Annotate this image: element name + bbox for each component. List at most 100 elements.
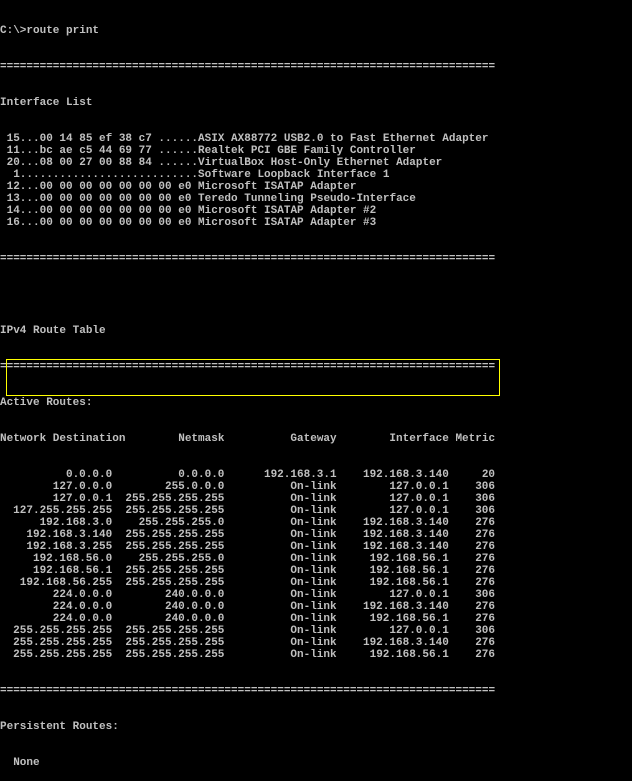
route-metric: 276 (475, 541, 496, 553)
interface-entry: 13...00 00 00 00 00 00 00 e0 Teredo Tunn… (0, 193, 416, 205)
active-routes-label: Active Routes: (0, 397, 93, 409)
route-interface: 192.168.3.140 (362, 601, 449, 613)
route-interface: 192.168.56.1 (369, 577, 449, 589)
route-netmask: 255.0.0.0 (164, 481, 225, 493)
route-metric: 276 (475, 637, 496, 649)
interface-entry: 14...00 00 00 00 00 00 00 e0 Microsoft I… (0, 205, 377, 217)
interface-entry: 15...00 14 85 ef 38 c7 ......ASIX AX8877… (0, 133, 489, 145)
route-gateway: On-link (290, 481, 337, 493)
route-gateway: On-link (290, 577, 337, 589)
route-interface: 192.168.3.140 (362, 541, 449, 553)
route-destination: 127.255.255.255 (13, 505, 113, 517)
route-metric: 276 (475, 553, 496, 565)
route-gateway: On-link (290, 589, 337, 601)
route-metric: 276 (475, 529, 496, 541)
route-netmask: 255.255.255.255 (125, 637, 225, 649)
route-metric: 20 (481, 469, 496, 481)
interface-entry: 12...00 00 00 00 00 00 00 e0 Microsoft I… (0, 181, 357, 193)
route-row: 224.0.0.0 240.0.0.0 On-link 192.168.3.140 27… (0, 601, 495, 613)
route-destination: 127.0.0.1 (52, 493, 113, 505)
route-row: 192.168.56.1 255.255.255.255 On-link 192.16… (0, 565, 495, 577)
route-row: 224.0.0.0 240.0.0.0 On-link 127.0.0.1 306 (0, 589, 495, 601)
route-netmask: 240.0.0.0 (164, 589, 225, 601)
route-netmask: 255.255.255.255 (125, 625, 225, 637)
interface-list-title: Interface List (0, 97, 93, 109)
route-destination: 0.0.0.0 (65, 469, 113, 481)
route-interface: 192.168.3.140 (362, 637, 449, 649)
route-row: 255.255.255.255 255.255.255.255 On-link 192… (0, 649, 495, 661)
route-gateway: On-link (290, 493, 337, 505)
header-netmask: Netmask (178, 433, 225, 445)
route-destination: 192.168.3.140 (26, 529, 113, 541)
route-destination: 255.255.255.255 (13, 637, 113, 649)
divider: ========================================… (0, 253, 496, 265)
route-row: 127.0.0.0 255.0.0.0 On-link 127.0.0.1 306 (0, 481, 495, 493)
highlight-box (6, 359, 500, 396)
route-gateway: On-link (290, 505, 337, 517)
route-gateway: On-link (290, 553, 337, 565)
route-row: 192.168.56.255 255.255.255.255 On-link 192.… (0, 577, 495, 589)
interface-entry: 16...00 00 00 00 00 00 00 e0 Microsoft I… (0, 217, 377, 229)
route-rows: 0.0.0.0 0.0.0.0 192.168.3.1 192.168.3.140 20… (0, 469, 495, 661)
route-netmask: 0.0.0.0 (178, 469, 225, 481)
route-netmask: 255.255.255.255 (125, 505, 225, 517)
divider: ========================================… (0, 361, 496, 373)
route-interface: 127.0.0.1 (389, 481, 449, 493)
route-metric: 306 (475, 589, 496, 601)
route-gateway: On-link (290, 529, 337, 541)
route-interface: 127.0.0.1 (389, 493, 449, 505)
route-destination: 192.168.3.0 (39, 517, 113, 529)
divider: ========================================… (0, 61, 496, 73)
route-netmask: 255.255.255.0 (138, 517, 225, 529)
route-table-header: Network Destination Netmask Gateway Interfa… (0, 433, 495, 445)
route-netmask: 255.255.255.255 (125, 565, 225, 577)
route-gateway: On-link (290, 517, 337, 529)
route-interface: 192.168.3.140 (362, 517, 449, 529)
route-row: 192.168.56.0 255.255.255.0 On-link 192.168.… (0, 553, 495, 565)
route-netmask: 255.255.255.255 (125, 529, 225, 541)
persistent-routes-value: None (0, 757, 40, 769)
route-gateway: On-link (290, 625, 337, 637)
persistent-routes-label: Persistent Routes: (0, 721, 119, 733)
blank-line (0, 289, 495, 301)
route-netmask: 255.255.255.255 (125, 577, 225, 589)
route-metric: 276 (475, 649, 496, 661)
route-gateway: On-link (290, 541, 337, 553)
route-destination: 127.0.0.0 (52, 481, 113, 493)
route-netmask: 255.255.255.0 (138, 553, 225, 565)
route-netmask: 240.0.0.0 (164, 613, 225, 625)
route-destination: 192.168.56.0 (32, 553, 113, 565)
interface-entry: 20...08 00 27 00 88 84 ......VirtualBox … (0, 157, 443, 169)
route-gateway: On-link (290, 565, 337, 577)
interface-list: 15...00 14 85 ef 38 c7 ......ASIX AX8877… (0, 133, 495, 229)
route-metric: 276 (475, 601, 496, 613)
route-metric: 276 (475, 577, 496, 589)
route-metric: 306 (475, 505, 496, 517)
route-row: 192.168.3.255 255.255.255.255 On-link 192.1… (0, 541, 495, 553)
route-row: 127.255.255.255 255.255.255.255 On-link 127… (0, 505, 495, 517)
route-metric: 276 (475, 613, 496, 625)
route-metric: 276 (475, 517, 496, 529)
route-metric: 276 (475, 565, 496, 577)
route-interface: 192.168.56.1 (369, 649, 449, 661)
route-netmask: 240.0.0.0 (164, 601, 225, 613)
route-row: 255.255.255.255 255.255.255.255 On-link 127… (0, 625, 495, 637)
interface-entry: 11...bc ae c5 44 69 77 ......Realtek PCI… (0, 145, 416, 157)
header-destination: Network Destination (0, 433, 126, 445)
route-interface: 192.168.56.1 (369, 613, 449, 625)
route-destination: 192.168.56.1 (32, 565, 113, 577)
route-destination: 255.255.255.255 (13, 649, 113, 661)
route-interface: 192.168.3.140 (362, 469, 449, 481)
route-gateway: On-link (290, 613, 337, 625)
route-gateway: On-link (290, 649, 337, 661)
route-row: 127.0.0.1 255.255.255.255 On-link 127.0.0.1… (0, 493, 495, 505)
route-metric: 306 (475, 493, 496, 505)
route-gateway: 192.168.3.1 (263, 469, 337, 481)
route-interface: 192.168.3.140 (362, 529, 449, 541)
route-metric: 306 (475, 625, 496, 637)
divider: ========================================… (0, 685, 496, 697)
command-line: C:\>route print (0, 25, 100, 37)
route-gateway: On-link (290, 637, 337, 649)
header-interface: Interface (389, 433, 449, 445)
header-gateway: Gateway (290, 433, 337, 445)
